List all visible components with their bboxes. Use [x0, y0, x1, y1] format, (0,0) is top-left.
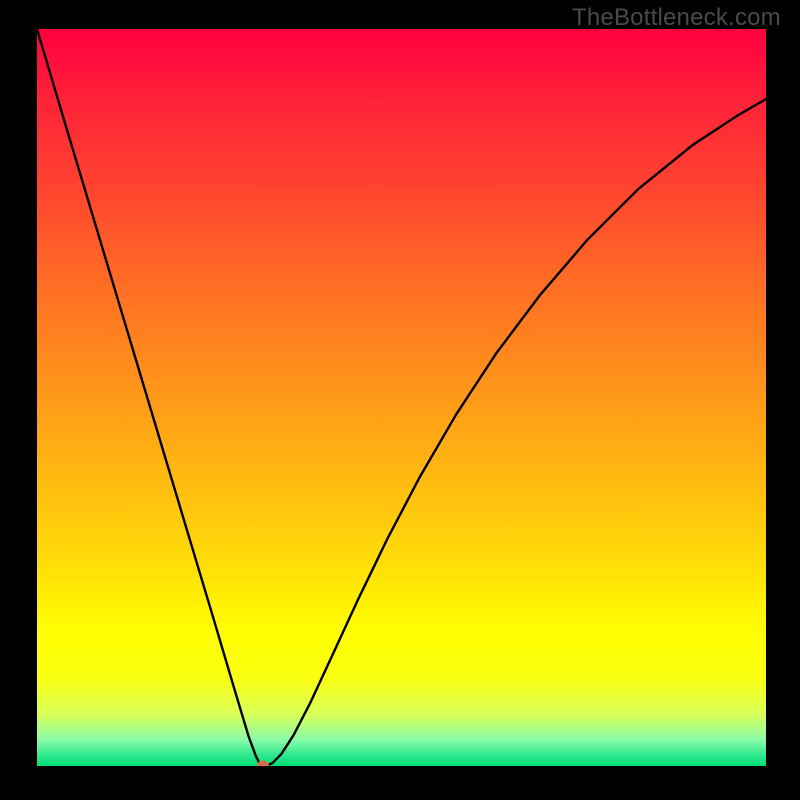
bottleneck-chart [37, 29, 766, 766]
watermark-text: TheBottleneck.com [572, 4, 781, 32]
